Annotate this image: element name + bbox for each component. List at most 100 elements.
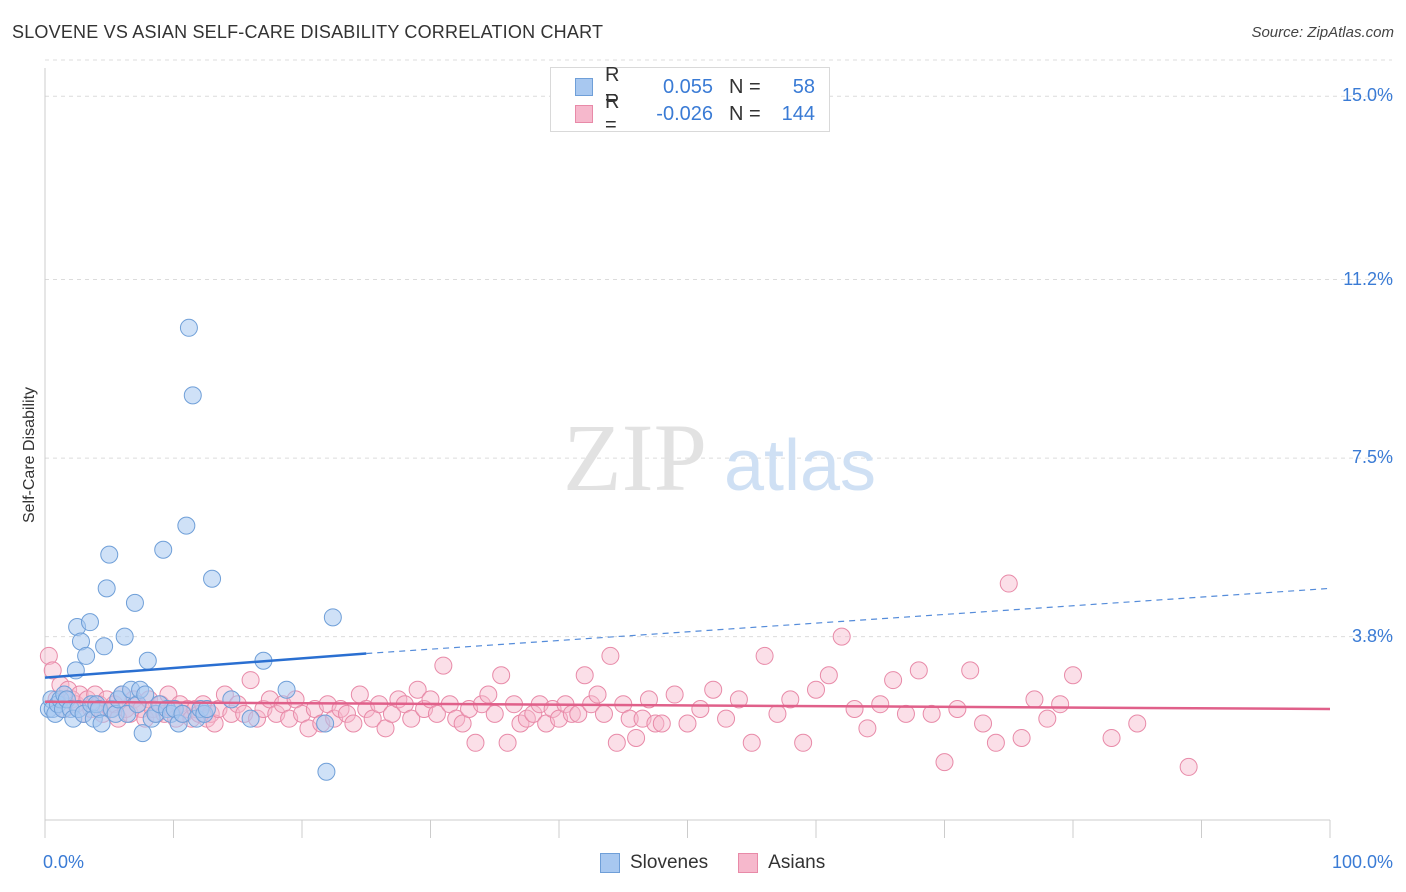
- slovenes-point: [100, 545, 119, 564]
- slovenes-trend-line: [44, 652, 367, 679]
- legend-n-label: N =: [729, 102, 761, 125]
- asians-point: [627, 728, 646, 747]
- legend-label-asians: Asians: [768, 852, 826, 873]
- legend-n-value: 144: [781, 102, 815, 125]
- asians-point: [832, 627, 851, 646]
- asians-point: [601, 646, 620, 665]
- asians-point: [607, 733, 626, 752]
- asians-point: [678, 714, 697, 733]
- asians-point: [691, 700, 710, 719]
- slovenes-trend-extension: [366, 587, 1331, 655]
- asians-point: [794, 733, 813, 752]
- slovenes-point: [179, 318, 198, 337]
- asians-point: [427, 704, 446, 723]
- asians-point: [498, 733, 517, 752]
- legend-swatch-blue: [575, 78, 593, 96]
- asians-point: [646, 714, 665, 733]
- slovenes-point: [241, 709, 260, 728]
- x-tick-max: 100.0%: [1331, 852, 1393, 872]
- asians-point: [434, 656, 453, 675]
- slovenes-point: [316, 714, 335, 733]
- asians-point: [492, 666, 511, 685]
- asians-point: [485, 704, 504, 723]
- asians-point: [1102, 728, 1121, 747]
- asians-point: [948, 700, 967, 719]
- asians-point: [909, 661, 928, 680]
- asians-point: [1128, 714, 1147, 733]
- asians-point: [704, 680, 723, 699]
- slovenes-point: [323, 608, 342, 627]
- asians-point: [974, 714, 993, 733]
- slovenes-point: [154, 540, 173, 559]
- x-tick-min: 0.0%: [43, 852, 85, 872]
- slovenes-point: [138, 651, 157, 670]
- legend-row-slovenes: R = 0.055 N = 58: [575, 64, 815, 109]
- legend-swatch-asians: [738, 853, 759, 873]
- asians-point: [858, 719, 877, 738]
- slovenes-point: [203, 569, 222, 588]
- legend-r-label: R =: [605, 91, 620, 136]
- asians-point: [402, 709, 421, 728]
- y-tick-label: 3.8%: [1351, 625, 1393, 646]
- asians-point: [807, 680, 825, 699]
- asians-point: [408, 680, 427, 699]
- legend-row-asians: R = -0.026 N = 144: [575, 91, 815, 136]
- legend-r-value: -0.026: [656, 102, 713, 125]
- watermark-atlas: atlas: [724, 426, 876, 506]
- y-tick-label: 15.0%: [1341, 85, 1393, 106]
- asians-point: [884, 671, 903, 690]
- legend-item-slovenes: Slovenes: [600, 852, 708, 874]
- asians-point: [665, 685, 684, 704]
- slovenes-point: [115, 627, 134, 646]
- asians-point: [588, 685, 607, 704]
- asians-point: [575, 666, 594, 685]
- asians-point: [1012, 728, 1031, 747]
- slovenes-point: [197, 700, 216, 719]
- slovenes-point: [183, 386, 202, 405]
- asians-point: [935, 753, 954, 772]
- asians-point: [39, 646, 58, 665]
- watermark-zip: ZIP: [563, 404, 707, 511]
- asians-point: [742, 733, 761, 752]
- asians-point: [1179, 757, 1198, 776]
- asians-point: [1038, 709, 1057, 728]
- asians-point: [768, 704, 787, 723]
- slovenes-point: [317, 762, 336, 781]
- asians-point: [922, 704, 941, 723]
- asians-point: [241, 671, 260, 690]
- source-label: Source: ZipAtlas.com: [1251, 24, 1394, 41]
- gridlines: [45, 59, 1392, 638]
- asians-point: [1051, 695, 1070, 714]
- slovenes-points: [39, 318, 342, 781]
- trend-lines: [44, 587, 1331, 711]
- slovenes-point: [277, 680, 296, 699]
- asians-point: [466, 733, 485, 752]
- asians-point: [781, 690, 800, 709]
- asians-point: [871, 695, 890, 714]
- asians-point: [755, 646, 774, 665]
- asians-point: [961, 661, 980, 680]
- slovenes-point: [222, 690, 241, 709]
- asians-point: [729, 690, 748, 709]
- legend-label-slovenes: Slovenes: [630, 852, 709, 873]
- y-tick-label: 7.5%: [1351, 447, 1393, 468]
- slovenes-point: [95, 637, 114, 656]
- chart-title: SLOVENE VS ASIAN SELF-CARE DISABILITY CO…: [12, 22, 604, 42]
- legend-r-label: R =: [605, 64, 620, 109]
- asians-point: [896, 704, 915, 723]
- correlation-legend: R = 0.055 N = 58 R = -0.026 N = 144: [550, 64, 830, 136]
- asians-point: [1025, 690, 1044, 709]
- legend-item-asians: Asians: [738, 852, 825, 874]
- asians-point: [43, 661, 62, 680]
- asians-point: [594, 704, 613, 723]
- legend-n-value: 58: [792, 75, 815, 98]
- asians-point: [652, 714, 671, 733]
- asians-point: [639, 690, 658, 709]
- legend-swatch-slovenes: [600, 853, 620, 873]
- asians-point: [845, 700, 864, 719]
- asians-point: [999, 574, 1018, 593]
- asians-point: [717, 709, 736, 728]
- slovenes-point: [77, 646, 96, 665]
- slovenes-point: [97, 579, 116, 598]
